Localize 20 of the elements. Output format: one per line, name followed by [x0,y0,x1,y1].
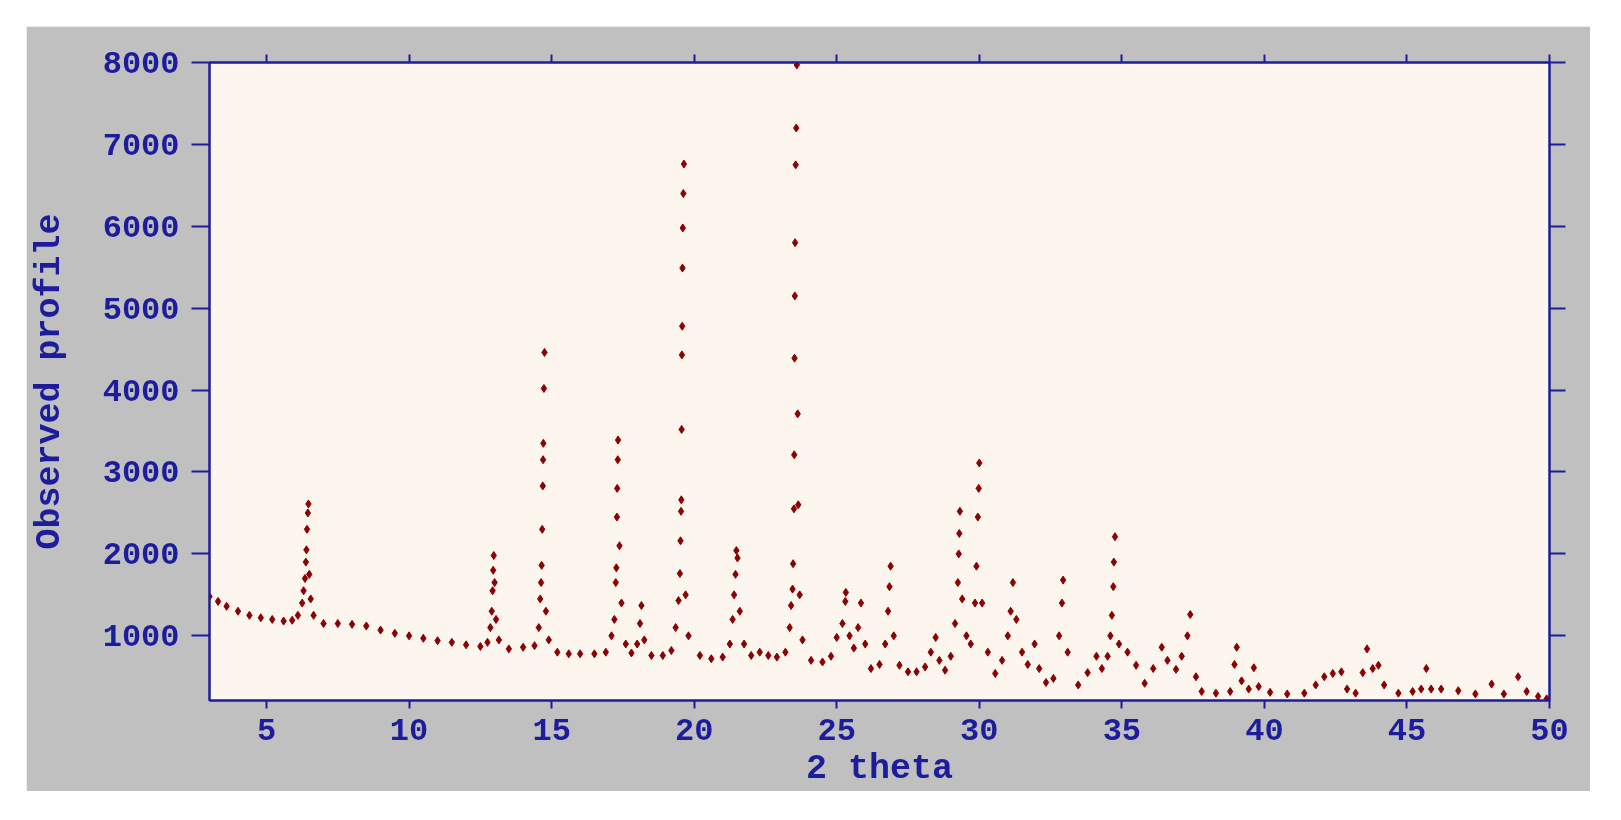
y-tick-label: 4000 [102,373,180,411]
y-tick-label: 7000 [102,127,180,165]
x-tick-label: 30 [960,712,999,750]
x-tick-label: 10 [389,712,429,750]
x-tick-label: 45 [1387,712,1427,750]
y-tick-label: 8000 [102,46,180,83]
x-tick-label: 35 [1102,712,1142,750]
y-tick-label: 5000 [102,291,180,329]
y-axis-title: Observed profile [29,213,70,550]
y-tick-label: 3000 [102,455,180,493]
x-tick-label: 25 [817,712,856,750]
x-tick-label: 50 [1530,712,1569,750]
x-tick-label: 15 [532,712,571,750]
x-axis-title: 2 theta [805,748,954,789]
y-tick-label: 2000 [102,537,180,575]
x-tick-label: 5 [256,712,277,750]
x-tick-label: 40 [1245,712,1284,750]
y-tick-label: 1000 [102,619,180,657]
x-tick-label: 20 [674,712,714,750]
y-tick-label: 6000 [102,209,180,247]
